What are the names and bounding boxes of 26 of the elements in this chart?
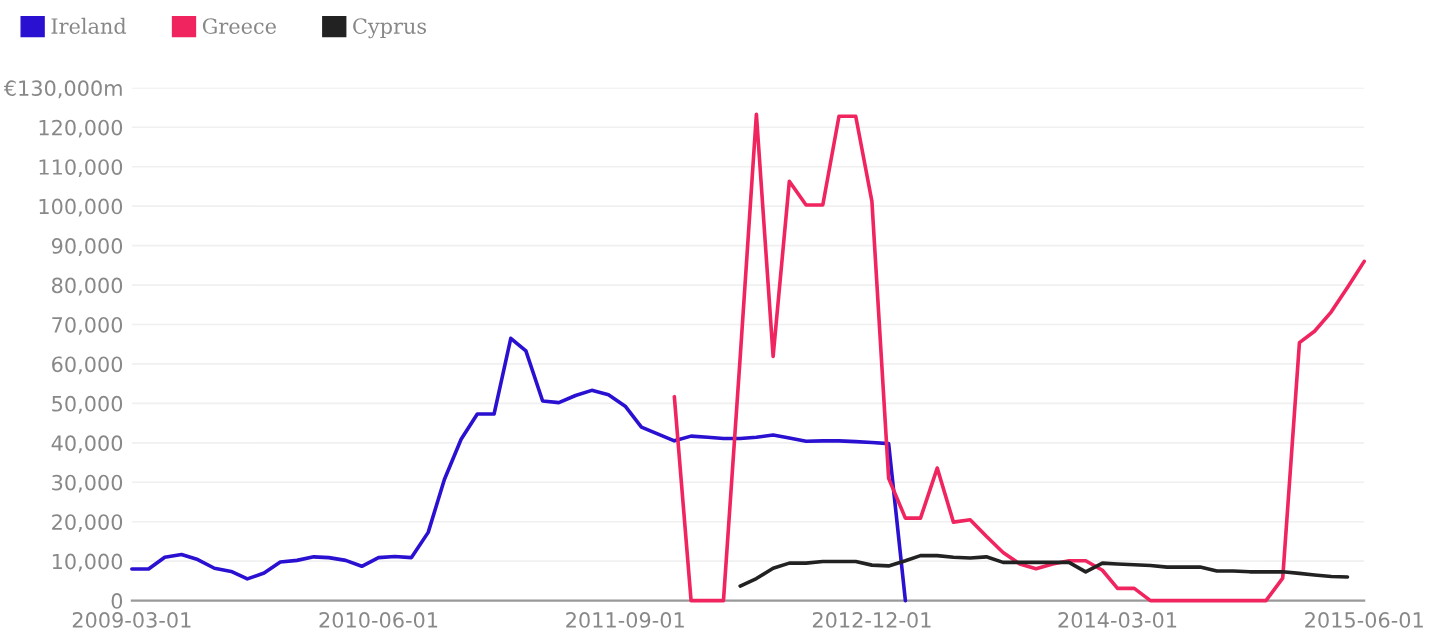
y-tick-label: 60,000 (52, 356, 123, 375)
y-tick-label: 40,000 (51, 435, 123, 454)
x-tick-label: 2015-06-01 (1305, 612, 1423, 628)
x-tick-label: 2009-03-01 (72, 612, 191, 628)
y-tick-label: 110,000 (39, 159, 123, 178)
line-series (738, 553, 1350, 588)
legend-label: Ireland (51, 17, 127, 34)
y-tick-label: 70,000 (52, 316, 123, 335)
line-series (130, 336, 908, 603)
y-tick-label: 30,000 (52, 474, 123, 493)
y-tick-label: 90,000 (51, 238, 123, 256)
y-tick-label: €130,000m (3, 80, 122, 99)
y-tick-label: 50,000 (52, 395, 123, 414)
legend-label: Cyprus (353, 18, 427, 39)
y-tick-label: 100,000 (39, 198, 123, 217)
x-tick-label: 2012-12-01 (812, 612, 931, 628)
x-tick-label: 2010-06-01 (319, 612, 438, 628)
y-tick-label: 20,000 (52, 514, 123, 533)
y-tick-label: 0 (111, 593, 123, 609)
y-tick-label: 80,000 (52, 277, 123, 296)
x-tick-label: 2011-09-01 (566, 612, 684, 628)
x-tick-label: 2014-03-01 (1058, 612, 1177, 628)
y-tick-label: 10,000 (52, 553, 123, 572)
y-tick-label: 120,000 (39, 119, 123, 138)
legend-label: Greece (202, 18, 276, 34)
line-series (672, 112, 1367, 603)
